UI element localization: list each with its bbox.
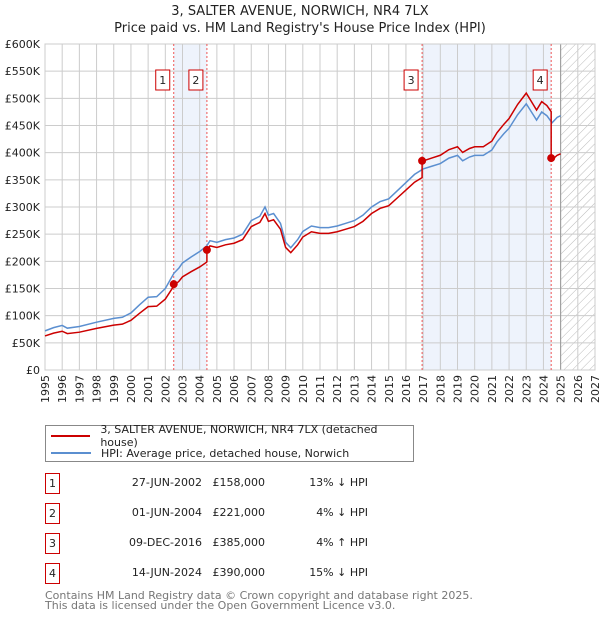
- sale-label-box: [532, 69, 548, 91]
- sale-point-2: [202, 245, 211, 254]
- x-tick-label: 2017: [417, 375, 430, 403]
- x-tick-label: 2022: [503, 375, 516, 403]
- x-tick-label: 2021: [486, 375, 499, 403]
- x-tick-label: 2010: [297, 375, 310, 403]
- price-chart: 1995 1996 1997 1998 1999 2000 2001 2002 2003 2004…: [5, 38, 600, 403]
- x-tick-label: 2002: [159, 375, 172, 403]
- sale-point-4: [547, 154, 556, 163]
- y-tick-label: £250K: [5, 228, 41, 241]
- sale-label-box: [188, 69, 204, 91]
- legend-label-property: 3, SALTER AVENUE, NORWICH, NR4 7LX (deta…: [100, 423, 378, 449]
- sale-label-number: 2: [192, 74, 199, 87]
- sale-hpi-diff: 4% ↓ HPI: [316, 506, 368, 519]
- x-tick-label: 2016: [400, 375, 413, 403]
- sale-label-number: 4: [537, 74, 544, 87]
- x-tick-label: 2018: [434, 375, 447, 403]
- hpi-line: [44, 102, 561, 332]
- sale-label-number: 3: [408, 74, 415, 87]
- sale-date: 09-DEC-2016: [128, 536, 202, 549]
- sale-hpi-diff: 13% ↓ HPI: [309, 476, 368, 489]
- sale-price: £385,000: [212, 536, 266, 549]
- sale-row: 1 27-JUN-2002 £158,000 13% ↓ HPI: [45, 473, 465, 494]
- y-tick-label: £50K: [12, 337, 41, 350]
- sale-date: 27-JUN-2002: [131, 476, 202, 489]
- sale-number-badge: 2: [45, 503, 60, 524]
- legend-swatch-hpi: [51, 452, 91, 454]
- y-tick-label: £100K: [5, 310, 41, 323]
- sale-label-1: 1: [155, 69, 171, 91]
- legend-label-hpi: HPI: Average price, detached house, Norw…: [101, 446, 350, 460]
- legend-swatch-property: [51, 435, 91, 437]
- y-tick-label: £0: [26, 364, 40, 377]
- y-tick-label: £550K: [5, 65, 41, 78]
- y-tick-label: £300K: [5, 201, 41, 214]
- legend-item-hpi: HPI: Average price, detached house, Norw…: [46, 445, 349, 461]
- x-tick-label: 1999: [108, 375, 121, 403]
- x-tick-label: 2024: [537, 375, 550, 403]
- x-tick-label: 2025: [555, 375, 568, 403]
- sale-label-2: 2: [188, 69, 204, 91]
- x-tick-label: 2000: [125, 375, 138, 403]
- sale-row: 2 01-JUN-2004 £221,000 4% ↓ HPI: [45, 503, 465, 524]
- y-tick-label: £150K: [5, 283, 41, 296]
- x-tick-label: 2001: [142, 375, 155, 403]
- x-tick-label: 1998: [91, 375, 104, 403]
- x-tick-label: 2020: [469, 375, 482, 403]
- x-tick-label: 2011: [314, 375, 327, 403]
- x-tick-label: 2012: [331, 375, 344, 403]
- x-tick-label: 2007: [245, 375, 258, 403]
- sale-hpi-diff: 4% ↑ HPI: [316, 536, 368, 549]
- sale-label-box: [403, 69, 419, 91]
- sale-number-badge: 1: [45, 473, 60, 494]
- legend-item-property: 3, SALTER AVENUE, NORWICH, NR4 7LX (deta…: [46, 423, 413, 449]
- x-tick-label: 2009: [280, 375, 293, 403]
- x-tick-label: 1995: [39, 375, 52, 403]
- sale-date: 01-JUN-2004: [131, 506, 202, 519]
- sale-label-box: [155, 69, 171, 91]
- y-tick-label: £600K: [5, 38, 41, 51]
- x-tick-label: 2014: [366, 375, 379, 403]
- sale-hpi-diff: 15% ↓ HPI: [309, 566, 368, 579]
- x-tick-label: 2019: [452, 375, 465, 403]
- x-tick-label: 1996: [56, 375, 69, 403]
- y-tick-label: £400K: [5, 147, 41, 160]
- legend: 3, SALTER AVENUE, NORWICH, NR4 7LX (deta…: [45, 423, 414, 462]
- sale-date: 14-JUN-2024: [131, 566, 202, 579]
- property-price-line: [44, 91, 561, 337]
- plot-border: [44, 43, 596, 371]
- sale-row: 4 14-JUN-2024 £390,000 15% ↓ HPI: [45, 563, 465, 584]
- sale-price: £390,000: [212, 566, 266, 579]
- y-tick-label: £500K: [5, 92, 41, 105]
- y-tick-label: £350K: [5, 174, 41, 187]
- y-tick-label: £200K: [5, 255, 41, 268]
- x-tick-label: 2026: [572, 375, 585, 403]
- x-tick-label: 2004: [194, 375, 207, 403]
- sale-price: £221,000: [212, 506, 266, 519]
- footer-copyright: Contains HM Land Registry data © Crown c…: [45, 589, 473, 602]
- x-tick-label: 2015: [383, 375, 396, 403]
- sale-point-3: [418, 156, 427, 165]
- footer-licence: This data is licensed under the Open Gov…: [45, 599, 396, 612]
- sale-label-number: 1: [159, 74, 166, 87]
- sale-label-4: 4: [532, 69, 548, 91]
- sale-number-badge: 4: [45, 563, 60, 584]
- sale-label-3: 3: [403, 69, 419, 91]
- x-tick-label: 2027: [589, 375, 600, 403]
- x-tick-label: 2003: [177, 375, 190, 403]
- chart-title: 3, SALTER AVENUE, NORWICH, NR4 7LX: [171, 4, 429, 19]
- sale-price: £158,000: [212, 476, 266, 489]
- sale-row: 3 09-DEC-2016 £385,000 4% ↑ HPI: [45, 533, 465, 554]
- sale-number-badge: 3: [45, 533, 60, 554]
- x-tick-label: 2005: [211, 375, 224, 403]
- x-tick-label: 2023: [520, 375, 533, 403]
- x-tick-label: 2013: [348, 375, 361, 403]
- x-tick-label: 2006: [228, 375, 241, 403]
- y-tick-label: £450K: [5, 120, 41, 133]
- x-tick-label: 1997: [73, 375, 86, 403]
- sale-point-1: [169, 280, 178, 289]
- chart-subtitle: Price paid vs. HM Land Registry's House …: [114, 21, 486, 36]
- x-tick-label: 2008: [262, 375, 275, 403]
